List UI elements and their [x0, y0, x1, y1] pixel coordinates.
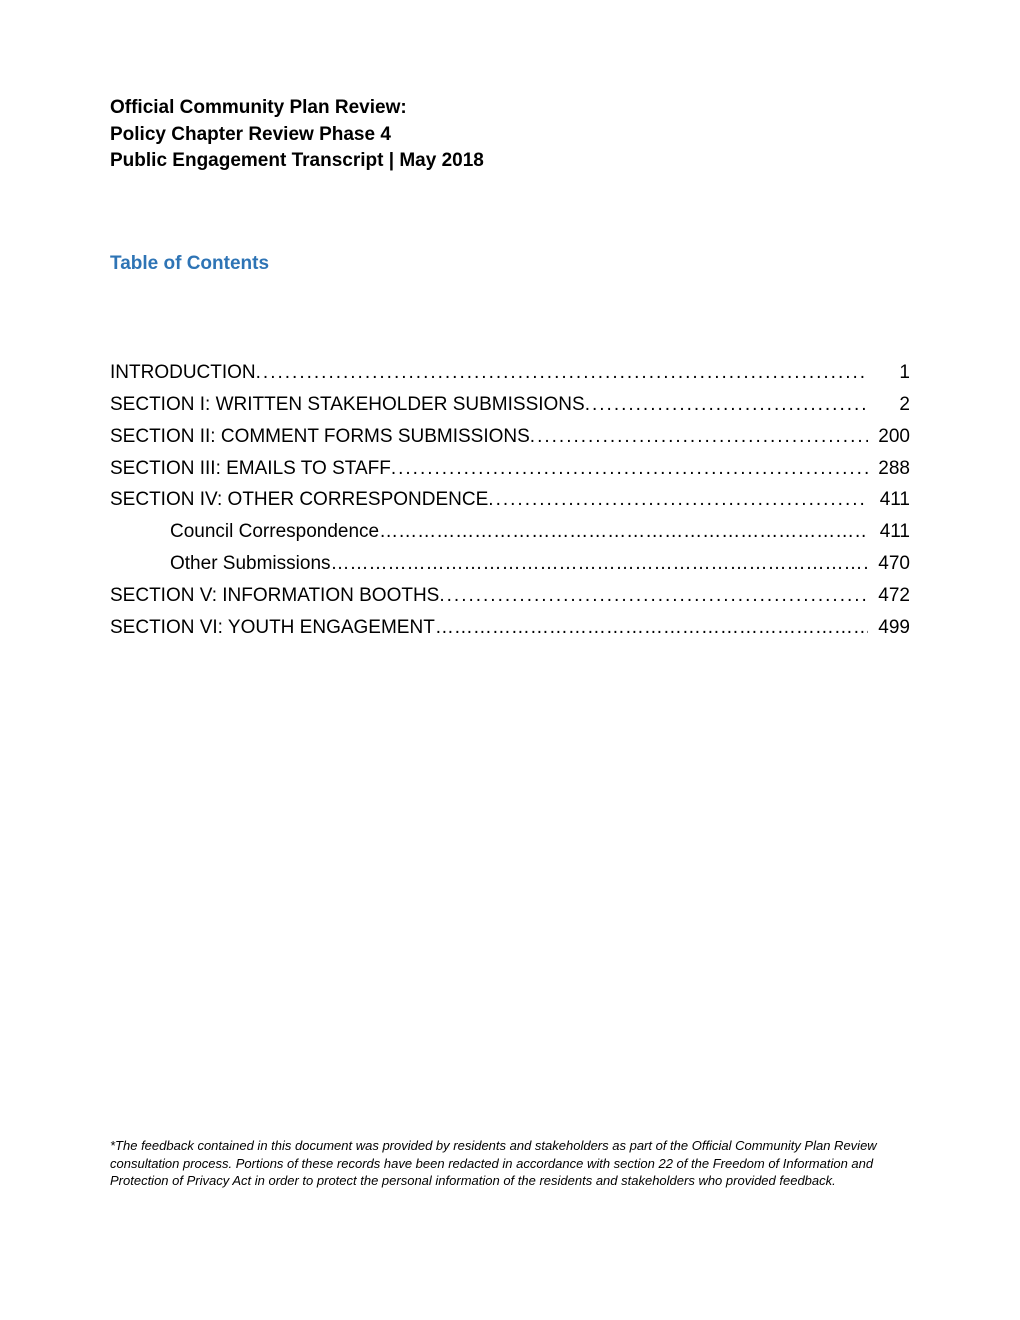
- toc-entry: SECTION II: COMMENT FORMS SUBMISSIONS 200: [110, 421, 910, 453]
- toc-entry: SECTION V: INFORMATION BOOTHS 472: [110, 580, 910, 612]
- toc-entry-page: 1: [868, 357, 910, 389]
- toc-entry-page: 2: [868, 389, 910, 421]
- toc-entry: INTRODUCTION 1: [110, 357, 910, 389]
- toc-leader-dots: [331, 548, 868, 580]
- title-line-3: Public Engagement Transcript | May 2018: [110, 148, 910, 175]
- toc-entry: SECTION I: WRITTEN STAKEHOLDER SUBMISSIO…: [110, 389, 910, 421]
- toc-leader-dots: [256, 357, 868, 389]
- toc-leader-dots: [439, 580, 868, 612]
- toc-entry-page: 411: [868, 484, 910, 516]
- footnote: *The feedback contained in this document…: [110, 1137, 910, 1190]
- toc-entry-page: 200: [868, 421, 910, 453]
- toc-entry-label: SECTION I: WRITTEN STAKEHOLDER SUBMISSIO…: [110, 389, 585, 421]
- toc-leader-dots: [435, 612, 868, 644]
- toc-leader-dots: [488, 484, 868, 516]
- toc-leader-dots: [585, 389, 868, 421]
- toc-entry-label: SECTION III: EMAILS TO STAFF: [110, 453, 391, 485]
- toc-list: INTRODUCTION 1 SECTION I: WRITTEN STAKEHOL…: [110, 357, 910, 644]
- toc-entry: SECTION VI: YOUTH ENGAGEMENT 499: [110, 612, 910, 644]
- toc-entry-label: SECTION II: COMMENT FORMS SUBMISSIONS: [110, 421, 530, 453]
- toc-entry-label: SECTION V: INFORMATION BOOTHS: [110, 580, 439, 612]
- toc-leader-dots: [530, 421, 868, 453]
- toc-entry-label: SECTION IV: OTHER CORRESPONDENCE: [110, 484, 488, 516]
- title-line-1: Official Community Plan Review:: [110, 95, 910, 122]
- toc-entry: Other Submissions 470: [110, 548, 910, 580]
- toc-entry-label: INTRODUCTION: [110, 357, 256, 389]
- toc-leader-dots: [379, 516, 868, 548]
- document-title: Official Community Plan Review: Policy C…: [110, 95, 910, 175]
- toc-entry: Council Correspondence 411: [110, 516, 910, 548]
- toc-heading: Table of Contents: [110, 253, 910, 275]
- toc-entry-page: 411: [868, 516, 910, 548]
- toc-entry-page: 472: [868, 580, 910, 612]
- toc-leader-dots: [391, 453, 868, 485]
- toc-entry: SECTION IV: OTHER CORRESPONDENCE 411: [110, 484, 910, 516]
- toc-entry-page: 470: [868, 548, 910, 580]
- toc-entry-label: Other Submissions: [170, 548, 331, 580]
- toc-entry-label: SECTION VI: YOUTH ENGAGEMENT: [110, 612, 435, 644]
- toc-entry-page: 499: [868, 612, 910, 644]
- toc-entry: SECTION III: EMAILS TO STAFF 288: [110, 453, 910, 485]
- toc-entry-label: Council Correspondence: [170, 516, 379, 548]
- toc-entry-page: 288: [868, 453, 910, 485]
- title-line-2: Policy Chapter Review Phase 4: [110, 122, 910, 149]
